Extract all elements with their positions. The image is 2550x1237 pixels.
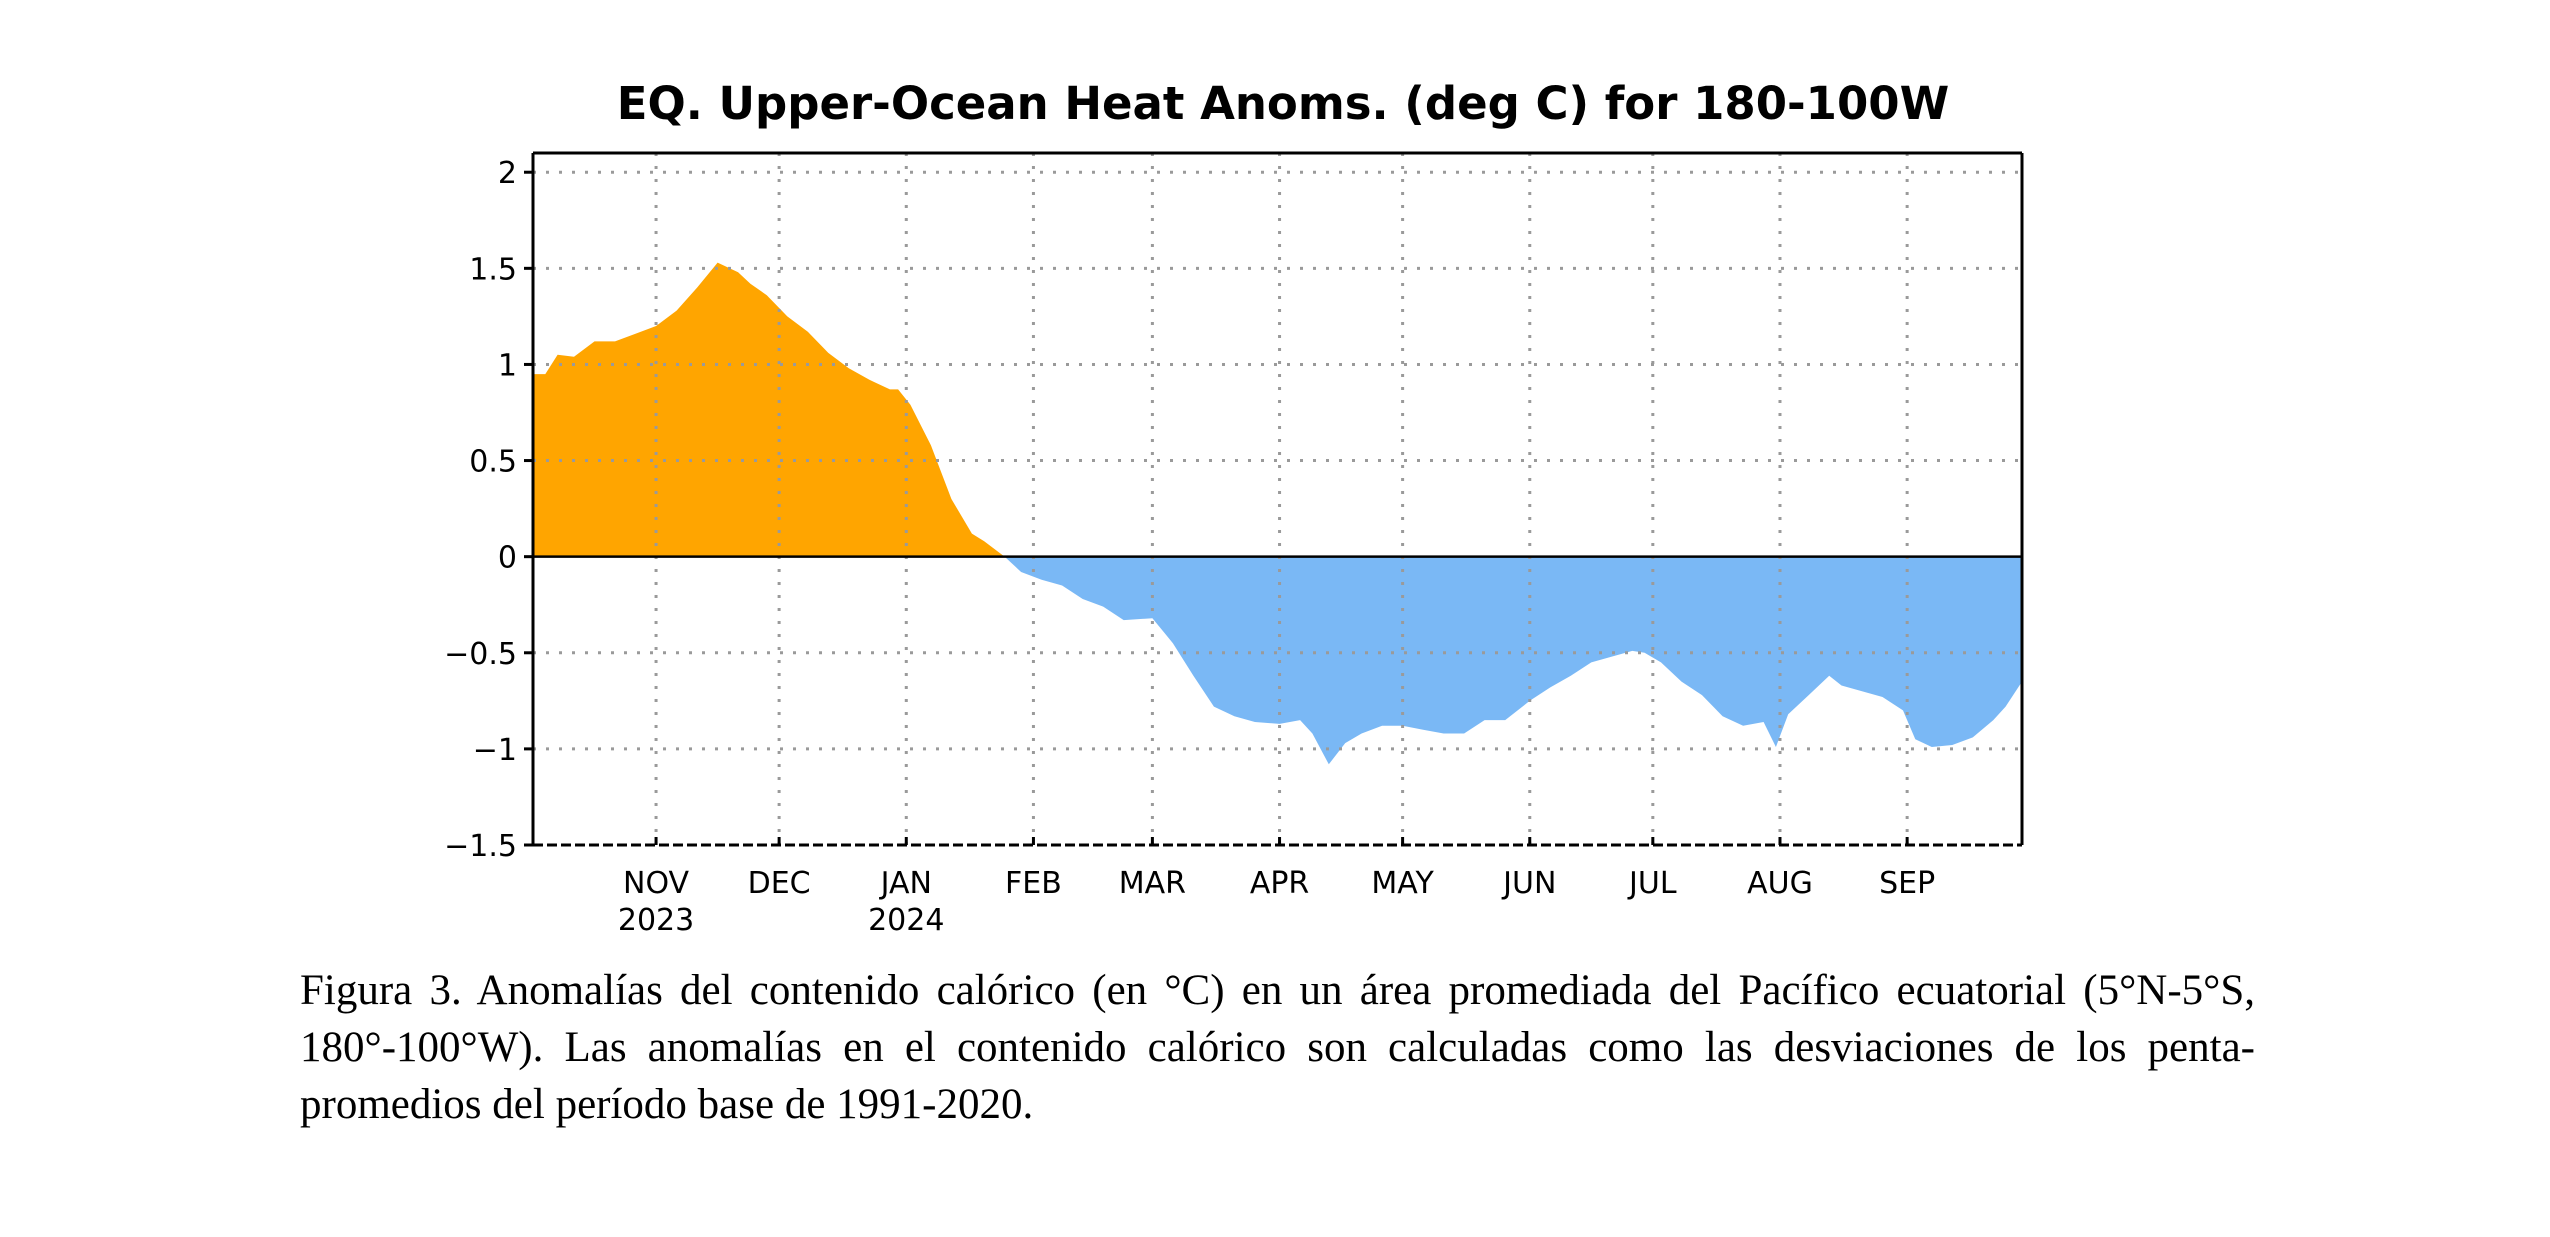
plot-area [533,262,2022,765]
chart-title: EQ. Upper-Ocean Heat Anoms. (deg C) for … [617,77,1950,130]
y-tick-label: 2 [498,156,517,191]
x-tick-label-jan: JAN [879,866,932,901]
y-tick-label: 0 [498,541,517,576]
x-tick-label-nov: NOV [623,866,690,901]
x-tick-label-feb: FEB [1005,866,1062,901]
grid [533,153,2022,845]
x-tick-year-label: 2024 [868,903,944,938]
positive-anomaly-area [533,262,2022,557]
y-axis-ticks: 2 1.5 1 0.5 0 −0.5 −1 −1.5 [444,156,533,864]
heat-anomaly-chart: EQ. Upper-Ocean Heat Anoms. (deg C) for … [444,77,2024,938]
y-tick-label: 1 [498,348,517,383]
x-tick-label-jul: JUL [1627,866,1677,901]
y-tick-label: −1.5 [444,829,517,864]
y-tick-label: −0.5 [444,637,517,672]
x-tick-label-dec: DEC [748,866,811,901]
x-tick-label-jun: JUN [1501,866,1556,901]
y-tick-label: −1 [473,733,517,768]
x-tick-label-sep: SEP [1879,866,1935,901]
x-tick-label-mar: MAR [1119,866,1186,901]
x-tick-year-label: 2023 [618,903,694,938]
figure-caption: Figura 3. Anomalías del contenido calóri… [300,967,2255,1128]
negative-anomaly-area [533,556,2022,765]
x-tick-label-apr: APR [1250,866,1309,901]
y-tick-label: 0.5 [469,445,517,480]
x-tick-label-may: MAY [1371,866,1434,901]
x-tick-label-aug: AUG [1747,866,1813,901]
y-tick-label: 1.5 [469,252,517,287]
